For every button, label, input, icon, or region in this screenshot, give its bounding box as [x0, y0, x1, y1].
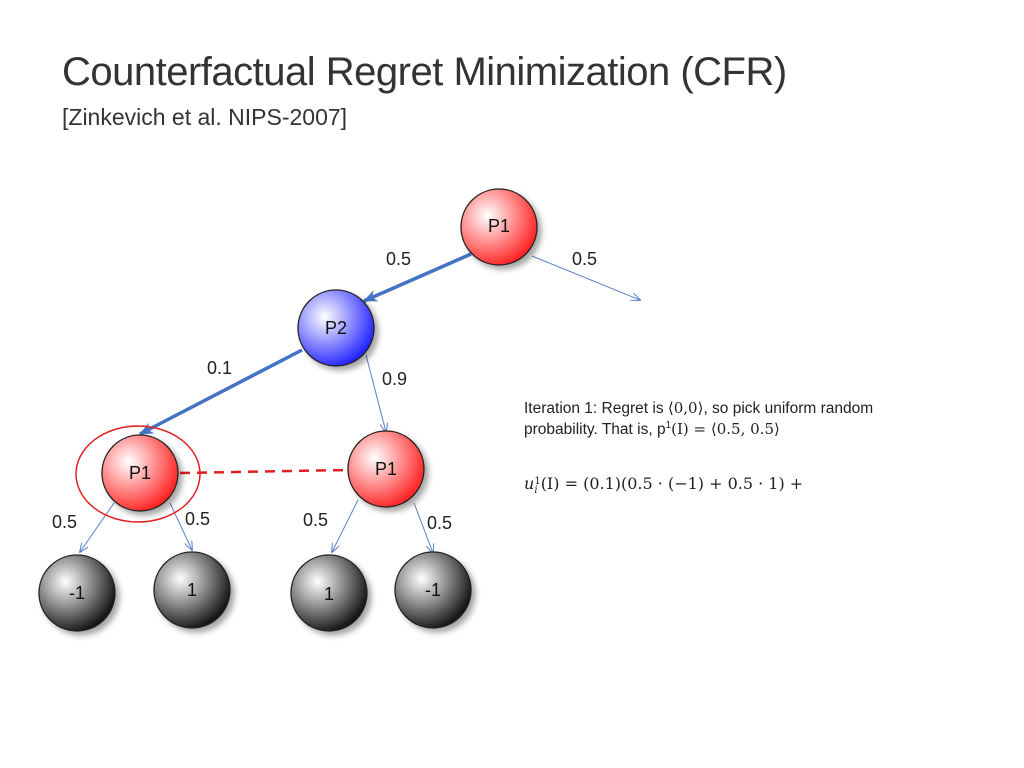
- edge-label-p1l-left: 0.5: [52, 512, 77, 532]
- annotation-text: , so pick uniform random: [703, 400, 874, 417]
- edge-p1r-right: [413, 502, 433, 553]
- leaf-3: 1: [290, 554, 368, 632]
- edge-label-p2-right: 0.9: [382, 369, 407, 389]
- node-p2-label: P2: [325, 318, 347, 338]
- information-set-link: [179, 468, 348, 475]
- leaf-2-label: 1: [187, 580, 197, 600]
- edge-p1l-left: [80, 502, 115, 552]
- edge-p1l-right: [169, 502, 192, 550]
- leaf-4-label: -1: [425, 580, 441, 600]
- utility-superscript: 1: [534, 476, 541, 487]
- annotation-line-2: probability. That is, p1(I) = ⟨0.5, 0.5⟩: [524, 419, 964, 440]
- utility-equation: u 1 i (I) = (0.1)(0.5 · (−1) + 0.5 · 1) +: [524, 474, 804, 496]
- annotation-text: probability. That is, p: [524, 421, 666, 438]
- edge-p1r-left: [332, 499, 359, 552]
- utility-expression: (I) = (0.1)(0.5 · (−1) + 0.5 · 1) +: [540, 474, 804, 493]
- strategy-vector: (I) = ⟨0.5, 0.5⟩: [671, 420, 780, 438]
- node-root-label: P1: [488, 216, 510, 236]
- edge-root-left: [363, 252, 472, 303]
- edge-label-root-right: 0.5: [572, 249, 597, 269]
- edge-root-right: [531, 255, 640, 300]
- leaf-1: -1: [38, 554, 116, 632]
- slide-subtitle: [Zinkevich et al. NIPS-2007]: [62, 104, 348, 130]
- edge-label-root-left: 0.5: [386, 249, 411, 269]
- edge-p2-right: [365, 354, 386, 432]
- leaf-3-label: 1: [324, 584, 334, 604]
- edge-label-p1l-right: 0.5: [185, 509, 210, 529]
- annotation-text: Iteration 1: Regret is: [524, 400, 668, 417]
- leaf-4: -1: [394, 551, 472, 629]
- edge-p2-left: [139, 348, 303, 436]
- information-set-highlight: [75, 425, 201, 523]
- node-p1-left: P1: [101, 434, 179, 512]
- utility-subscript: i: [534, 485, 538, 496]
- iteration-superscript: 1: [665, 420, 672, 431]
- leaf-1-label: -1: [69, 583, 85, 603]
- node-root: P1: [460, 188, 538, 266]
- node-p1-right: P1: [347, 430, 425, 508]
- node-p2: P2: [297, 289, 375, 367]
- edge-label-p1r-left: 0.5: [303, 510, 328, 530]
- node-p1-right-label: P1: [375, 459, 397, 479]
- iteration-annotation: Iteration 1: Regret is ⟨0,0⟩, so pick un…: [524, 398, 964, 440]
- edge-label-p1r-right: 0.5: [427, 513, 452, 533]
- utility-symbol: u: [524, 474, 535, 493]
- node-p1-left-label: P1: [129, 463, 151, 483]
- leaf-2: 1: [153, 551, 231, 629]
- slide-title: Counterfactual Regret Minimization (CFR): [62, 50, 787, 94]
- edge-label-p2-left: 0.1: [207, 358, 232, 378]
- regret-vector: ⟨0,0⟩: [667, 399, 704, 417]
- annotation-line-1: Iteration 1: Regret is ⟨0,0⟩, so pick un…: [524, 398, 964, 419]
